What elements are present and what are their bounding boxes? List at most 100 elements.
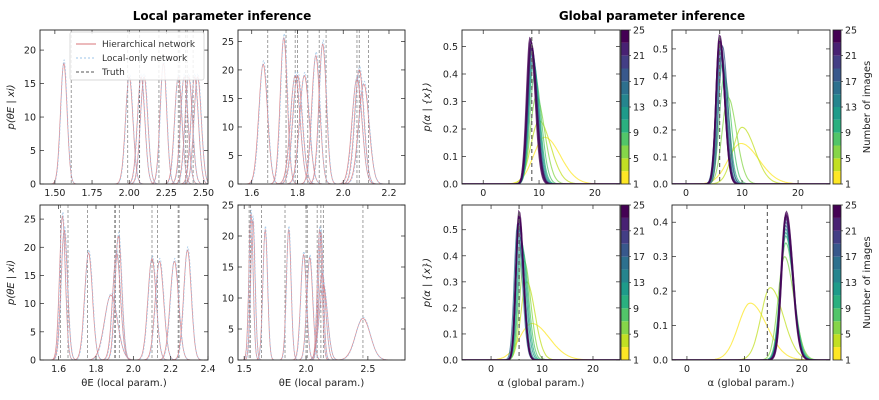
colorbar-band — [833, 119, 841, 133]
y-tick-label: 0.5 — [443, 42, 458, 53]
panel-7: 1 5 9 13 17 21 25 0 10 20 0.0 0.1 0.2 0.3 0.4 0.5 p(α | … — [422, 201, 645, 390]
local-only-curve — [270, 32, 299, 184]
axes-frame — [671, 29, 831, 185]
colorbar-band — [621, 132, 629, 146]
hierarchical-curve — [245, 63, 281, 184]
colorbar-band — [833, 269, 841, 283]
colorbar-tick-label: 21 — [633, 51, 645, 62]
y-tick-label: 0.4 — [653, 218, 668, 229]
hierarchical-curve — [307, 43, 338, 184]
local-only-curve — [129, 73, 159, 184]
posterior-curve-n3 — [672, 287, 830, 360]
colorbar-tick-label: 25 — [633, 26, 645, 37]
local-only-curve — [73, 249, 105, 360]
legend-hierarchical: Hierarchical network — [102, 40, 196, 50]
colorbar-band — [833, 205, 841, 218]
axes-frame — [237, 29, 406, 185]
hierarchical-curve — [299, 54, 333, 184]
x-axis-label: α (global param.) — [708, 378, 795, 389]
y-axis-label: p(θE | xi) — [6, 260, 17, 306]
axes-frame — [671, 204, 831, 361]
y-tick-label: 15 — [24, 79, 36, 90]
colorbar-band — [833, 94, 841, 107]
colorbar-tick-label: 5 — [633, 154, 639, 165]
y-tick-label: 0 — [228, 356, 234, 367]
posterior-curve-n25 — [672, 36, 830, 184]
colorbar: 1 5 9 13 17 21 25 Number of images — [832, 26, 873, 191]
posterior-curve-n5 — [672, 96, 830, 184]
colorbar-band — [621, 158, 629, 172]
local-only-curve — [170, 73, 199, 184]
colorbar-band — [833, 171, 841, 184]
hierarchical-curve — [172, 249, 203, 360]
local-only-curve — [172, 246, 203, 360]
y-tick-label: 0.0 — [653, 356, 668, 367]
posterior-curve-n5 — [462, 95, 620, 184]
x-tick-label: 2.0 — [298, 364, 313, 375]
hierarchical-curve — [255, 228, 275, 360]
local-only-curve — [183, 73, 208, 184]
plot-area — [245, 30, 385, 184]
legend-local-only: Local-only network — [102, 54, 188, 64]
hierarchical-curve — [278, 74, 317, 184]
posterior-curve-n23 — [672, 210, 830, 360]
hierarchical-curve — [306, 285, 340, 360]
x-tick-label: 20 — [796, 364, 808, 375]
y-tick-label: 10 — [24, 113, 36, 124]
local-only-curve — [276, 71, 315, 184]
colorbar-tick-label: 1 — [633, 180, 639, 191]
local-only-curve — [279, 71, 317, 184]
local-only-curve — [246, 59, 281, 184]
colorbar-band — [833, 295, 841, 309]
x-tick-label: 0 — [683, 188, 689, 199]
x-tick-label: 1.6 — [244, 188, 259, 199]
posterior-curve-n7 — [462, 73, 620, 184]
hierarchical-curve — [333, 318, 393, 360]
local-only-curve — [292, 250, 316, 360]
posterior-curve-n17 — [672, 221, 830, 360]
x-tick-label: 10 — [736, 188, 748, 199]
y-tick-label: 0.0 — [653, 180, 668, 191]
posterior-curve-n11 — [672, 54, 830, 184]
posterior-curve-n19 — [462, 218, 620, 360]
colorbar-tick-label: 21 — [845, 226, 857, 237]
y-tick-label: 0 — [30, 180, 36, 191]
colorbar-band — [833, 217, 841, 231]
local-only-curve — [101, 249, 133, 360]
legend-truth: Truth — [101, 68, 125, 78]
posterior-curve-n15 — [462, 223, 620, 360]
y-tick-label: 0 — [30, 356, 36, 367]
x-tick-label: 2.00 — [119, 188, 140, 199]
hierarchical-curve — [285, 74, 324, 184]
y-tick-label: 0.1 — [443, 329, 458, 340]
y-tick-label: 0.0 — [443, 356, 458, 367]
colorbar-band — [621, 30, 629, 43]
y-tick-label: 0.3 — [443, 97, 458, 108]
colorbar-band — [621, 205, 629, 218]
colorbar-band — [621, 243, 629, 257]
x-tick-label: 2.5 — [360, 364, 375, 375]
x-tick-label: 2.0 — [336, 188, 351, 199]
axes-frame — [237, 204, 406, 361]
colorbar-band — [833, 282, 841, 296]
x-tick-label: 2.2 — [381, 188, 396, 199]
y-tick-label: 10 — [222, 122, 234, 133]
y-tick-label: 5 — [228, 151, 234, 162]
local-only-curve — [341, 65, 378, 184]
colorbar-band — [621, 217, 629, 231]
hierarchical-curve — [104, 235, 133, 360]
y-tick-label: 0.2 — [653, 125, 668, 136]
colorbar-label: Number of images — [862, 236, 873, 329]
local-only-curve — [86, 292, 137, 360]
y-tick-label: 0.2 — [443, 125, 458, 136]
posterior-curve-n17 — [672, 44, 830, 184]
colorbar-band — [621, 171, 629, 184]
posterior-curve-n3 — [462, 281, 620, 360]
posterior-curve-n19 — [672, 217, 830, 360]
local-only-curve — [143, 257, 177, 360]
colorbar-band — [621, 282, 629, 296]
panel-6: 1.5 2.0 2.5 0 5 10 15 20 25 θE (local param.) — [222, 201, 406, 389]
colorbar-tick-label: 9 — [633, 304, 639, 315]
colorbar-tick-label: 5 — [845, 330, 851, 341]
colorbar-tick-label: 13 — [845, 103, 857, 114]
